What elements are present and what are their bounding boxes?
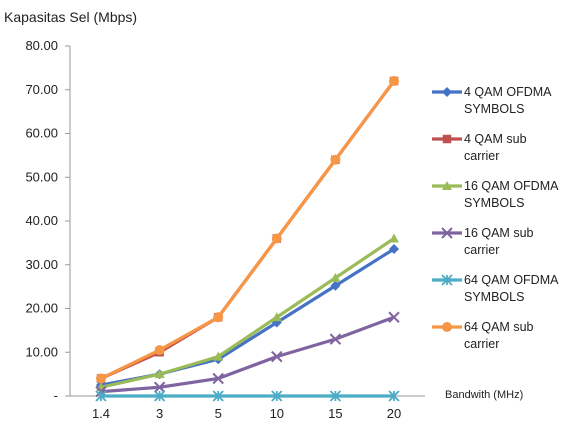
data-point-marker [330,154,341,165]
data-point-marker [389,244,399,254]
x-tick-label: 10 [270,406,284,421]
series-4 [95,390,400,402]
y-tick-label: 40.00 [25,213,58,228]
data-point-marker [271,350,283,363]
axes: - 10.00 20.00 30.00 40.00 50.00 60.00 70.00 80.0… [25,38,425,421]
data-point-marker [388,311,400,323]
data-point-marker [442,87,452,97]
y-tick-label: 20.00 [25,301,58,316]
x-tick-label: 20 [387,406,401,421]
data-point-marker [271,390,283,402]
legend-label: 16 QAM OFDMA SYMBOLS [464,179,559,210]
data-point-marker [442,134,452,144]
data-point-marker [212,390,224,402]
y-axis-title: Kapasitas Sel (Mbps) [4,9,137,25]
y-tick-label: 50.00 [25,169,58,184]
legend-label: 16 QAM sub carrier [464,226,534,257]
data-point-marker [271,312,282,322]
legend-label: 4 QAM sub carrier [464,132,527,163]
series-line [100,237,395,389]
y-tick-label: 70.00 [25,82,58,97]
series-line [100,315,395,394]
data-point-marker [329,333,342,345]
y-tick-label: - [54,388,58,403]
legend-label: 64 QAM sub carrier [464,320,534,351]
x-tick-label: 3 [156,406,163,421]
data-point-marker [329,390,342,402]
series-5 [96,76,399,384]
data-point-marker [95,390,107,402]
data-point-marker [442,322,452,332]
y-tick-label: 80.00 [25,38,58,53]
legend-item: 16 QAM OFDMA SYMBOLS [432,179,559,210]
data-point-marker [330,272,341,282]
data-point-marker [153,381,166,393]
x-axis-title: Bandwith (MHz) [445,389,523,401]
series-line [100,80,396,380]
data-point-marker [154,369,165,379]
data-point-marker [389,233,399,243]
x-tick-label: 1.4 [92,406,110,421]
data-point-marker [441,274,453,286]
x-tick-label: 5 [215,406,222,421]
legend-label: 64 QAM OFDMA SYMBOLS [464,273,559,304]
data-point-marker [96,373,106,384]
legend-item: 4 QAM OFDMA SYMBOLS [432,85,552,116]
y-tick-label: 60.00 [25,126,58,141]
series-3 [95,311,400,398]
legend-item: 64 QAM OFDMA SYMBOLS [432,273,559,304]
data-point-marker [271,233,282,244]
data-point-marker [154,345,165,356]
legend-label: 4 QAM OFDMA SYMBOLS [464,85,552,116]
data-point-marker [212,372,224,385]
x-tick-label: 15 [328,406,342,421]
data-point-marker [389,76,399,86]
series-layer [95,76,400,402]
data-point-marker [330,280,341,291]
legend-item: 64 QAM sub carrier [432,320,534,351]
y-tick-label: 10.00 [25,344,58,359]
legend-item: 16 QAM sub carrier [432,226,534,257]
data-point-marker [441,227,453,239]
data-point-marker [213,351,224,361]
legend-item: 4 QAM sub carrier [432,132,527,163]
data-point-marker [213,312,224,323]
data-point-marker [153,390,166,402]
data-point-marker [442,181,452,190]
legend: 4 QAM OFDMA SYMBOLS 4 QAM sub carrier 16 QAM… [432,85,559,351]
y-tick-label: 30.00 [25,257,58,272]
data-point-marker [388,390,400,402]
